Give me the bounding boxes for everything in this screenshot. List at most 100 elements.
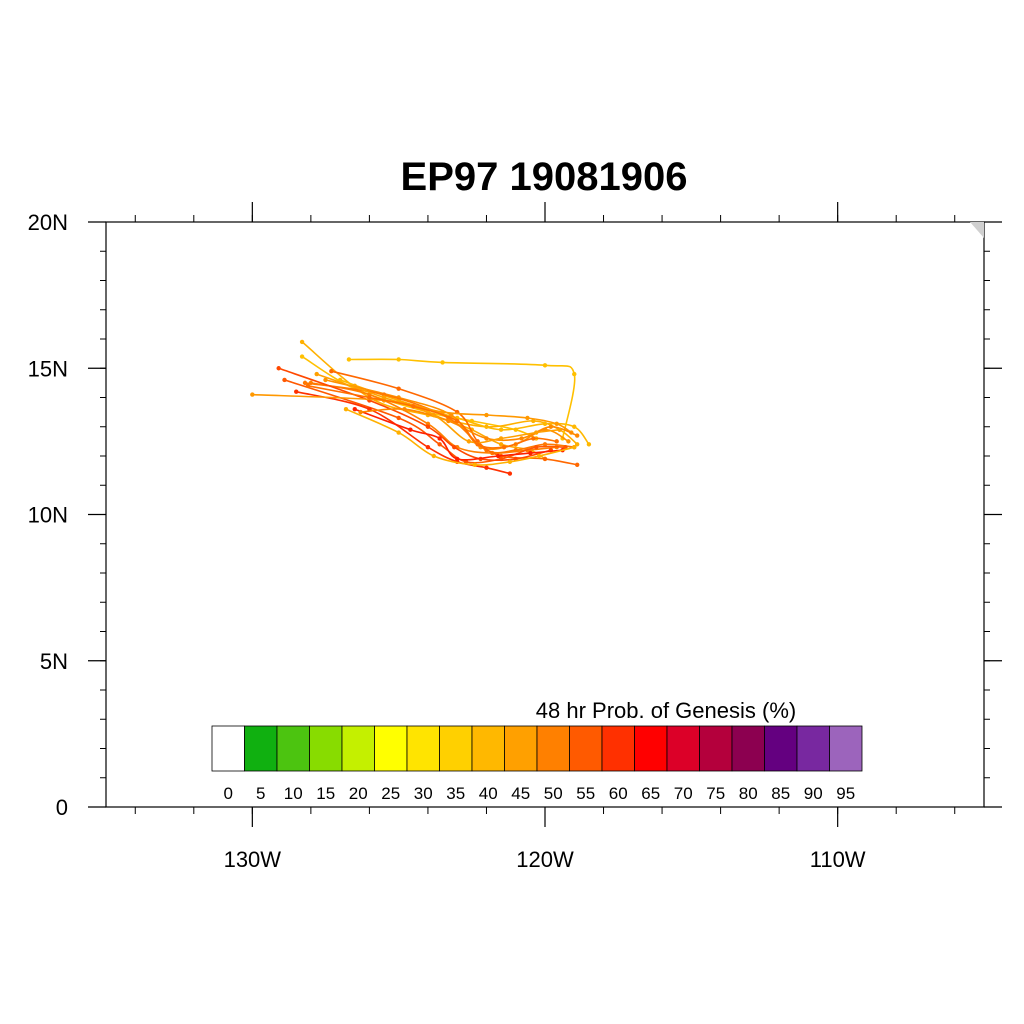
lat-tick-label: 5N (40, 649, 68, 674)
track-point (276, 366, 281, 371)
map-frame (105, 221, 985, 808)
colorbar-box (341, 725, 375, 772)
track-point (507, 459, 513, 465)
track-point (425, 424, 431, 429)
colorbar-label: 30 (414, 784, 433, 803)
plot-area: 130W 120W 110W 0 5N 10N 15N 20N (28, 202, 1002, 872)
track-point (572, 424, 577, 429)
track-point (534, 445, 539, 450)
track-point (396, 386, 401, 391)
colorbar-label: 80 (739, 784, 758, 803)
track-point (352, 407, 357, 412)
track-point (431, 453, 436, 459)
colorbar-box (699, 725, 733, 772)
map-title: EP97 19081906 (401, 155, 688, 199)
colorbar-title: 48 hr Prob. of Genesis (%) (536, 698, 796, 723)
colorbar-boxes (211, 725, 863, 772)
colorbar-box (796, 725, 830, 772)
colorbar-box (439, 725, 473, 772)
track-point (566, 439, 571, 444)
track-point (440, 409, 445, 415)
track-point (431, 412, 436, 418)
colorbar-label: 70 (674, 784, 693, 803)
colorbar-label: 0 (224, 784, 233, 803)
track-point (574, 442, 580, 447)
track-point (250, 392, 255, 397)
track-point (299, 339, 305, 345)
track-point (554, 421, 559, 427)
track-point (519, 436, 524, 441)
colorbar-box (244, 725, 278, 772)
colorbar-box (276, 725, 310, 772)
track-point (542, 442, 548, 447)
track-point (323, 377, 328, 383)
track-point (305, 383, 311, 388)
colorbar-box (374, 725, 408, 772)
track-point (557, 427, 562, 432)
track-point (437, 436, 442, 441)
colorbar-label: 65 (641, 784, 660, 803)
colorbar-label: 55 (576, 784, 595, 803)
track-point (446, 418, 451, 424)
colorbar-box (211, 725, 245, 772)
track-point (455, 418, 460, 424)
track-point (586, 442, 592, 447)
colorbar-box (601, 725, 635, 772)
track-point (455, 456, 460, 462)
track-point (329, 368, 334, 374)
colorbar-label: 35 (446, 784, 465, 803)
colorbar-label: 40 (479, 784, 498, 803)
colorbar-box (569, 725, 603, 772)
track-point (411, 404, 416, 409)
colorbar-label: 20 (349, 784, 368, 803)
colorbar-box (536, 725, 570, 772)
colorbar-label: 50 (544, 784, 563, 803)
track-point (498, 436, 504, 441)
lat-tick-label: 15N (28, 356, 68, 381)
track-point (525, 415, 530, 421)
corner-fold (970, 222, 984, 238)
track-point (531, 418, 536, 424)
track-point (472, 462, 477, 467)
track-point (484, 412, 489, 418)
track-point (314, 371, 319, 377)
track-point (498, 442, 504, 447)
track-point (513, 447, 518, 453)
track-point (440, 360, 445, 365)
colorbar-label: 25 (381, 784, 400, 803)
track-point (437, 442, 442, 447)
track-point (466, 439, 472, 444)
track-point (572, 371, 577, 377)
track-point (563, 445, 568, 450)
track-point (425, 445, 431, 450)
track-point (302, 380, 308, 386)
colorbar-box (764, 725, 798, 772)
colorbar: 48 hr Prob. of Genesis (%) 0 5 10 15 20 25 30 3… (211, 698, 863, 803)
colorbar-labels: 0 5 10 15 20 25 30 35 40 45 50 55 60 65 70 75 80 85 90 95 (224, 784, 856, 803)
track-point (346, 357, 352, 362)
colorbar-label: 95 (836, 784, 855, 803)
track-point (542, 363, 548, 368)
track-point (396, 415, 401, 421)
track-point (402, 407, 407, 412)
colorbar-label: 15 (316, 784, 335, 803)
track-point (299, 354, 305, 359)
track-point (531, 436, 536, 441)
colorbar-box (829, 725, 863, 772)
track-point (548, 424, 554, 429)
track-point (574, 462, 580, 467)
track-point (528, 450, 533, 456)
track-point (495, 453, 501, 459)
track-line-16 (307, 385, 557, 449)
colorbar-label: 5 (256, 784, 265, 803)
colorbar-box (309, 725, 343, 772)
colorbar-label: 45 (511, 784, 530, 803)
track-point (484, 436, 489, 441)
track-point (396, 430, 401, 435)
colorbar-label: 60 (609, 784, 628, 803)
track-point (501, 445, 507, 450)
colorbar-box (634, 725, 668, 772)
axis-ticks: 130W 120W 110W 0 5N 10N 15N 20N (28, 202, 1002, 872)
track-lines (250, 339, 592, 476)
track-point (542, 456, 548, 462)
